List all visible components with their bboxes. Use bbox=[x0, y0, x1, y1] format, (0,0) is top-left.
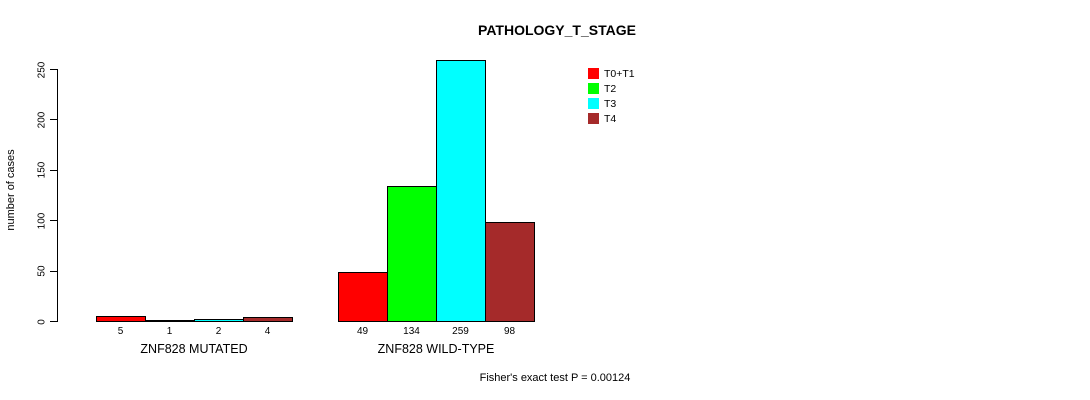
bar-t3 bbox=[194, 319, 244, 322]
y-axis-tick-label: 50 bbox=[36, 265, 48, 277]
y-axis-spine bbox=[57, 69, 58, 322]
bar-value-label: 98 bbox=[503, 326, 516, 337]
group-label: ZNF828 WILD-TYPE bbox=[377, 342, 495, 356]
bar-value-label: 49 bbox=[356, 326, 369, 337]
bar-t2 bbox=[387, 186, 437, 322]
bar-t0-t1 bbox=[96, 316, 146, 322]
y-axis-tick-label: 0 bbox=[36, 318, 48, 325]
bar-value-label: 4 bbox=[264, 326, 271, 337]
y-axis-tick bbox=[50, 119, 57, 121]
y-axis-tick-label: 150 bbox=[36, 161, 48, 179]
legend-item: T0+T1 bbox=[588, 66, 635, 81]
bar-value-label: 1 bbox=[166, 326, 173, 337]
y-axis-tick-label: 250 bbox=[36, 61, 48, 78]
legend-swatch-icon bbox=[588, 113, 599, 124]
legend-label: T3 bbox=[604, 97, 617, 110]
legend-swatch-icon bbox=[588, 98, 599, 109]
y-axis-label: number of cases bbox=[5, 149, 17, 231]
bar-t4 bbox=[243, 317, 293, 322]
bar-t2 bbox=[145, 320, 195, 322]
legend-item: T3 bbox=[588, 96, 635, 111]
y-axis-tick bbox=[50, 169, 57, 171]
legend-label: T0+T1 bbox=[604, 67, 635, 80]
legend-item: T4 bbox=[588, 111, 635, 126]
y-axis-tick bbox=[50, 321, 57, 322]
legend-label: T2 bbox=[604, 82, 617, 95]
y-axis-tick-label: 200 bbox=[36, 111, 48, 129]
legend: T0+T1 T2 T3 T4 bbox=[588, 66, 635, 126]
legend-label: T4 bbox=[604, 112, 617, 125]
bar-value-label: 134 bbox=[403, 326, 420, 337]
bar-t0-t1 bbox=[338, 272, 388, 322]
bar-value-label: 259 bbox=[452, 326, 469, 337]
bar-value-label: 2 bbox=[215, 326, 222, 337]
legend-item: T2 bbox=[588, 81, 635, 96]
bar-t4 bbox=[485, 222, 535, 322]
bar-value-label: 5 bbox=[117, 326, 124, 337]
fisher-test-annotation: Fisher's exact test P = 0.00124 bbox=[479, 372, 631, 384]
y-axis-tick bbox=[50, 270, 57, 272]
bar-t3 bbox=[436, 60, 486, 322]
y-axis-tick-label: 100 bbox=[36, 212, 48, 230]
group-label: ZNF828 MUTATED bbox=[140, 342, 248, 356]
y-axis-tick bbox=[50, 69, 57, 70]
chart-title: PATHOLOGY_T_STAGE bbox=[478, 22, 636, 38]
legend-swatch-icon bbox=[588, 83, 599, 94]
y-axis-tick bbox=[50, 220, 57, 222]
legend-swatch-icon bbox=[588, 68, 599, 79]
